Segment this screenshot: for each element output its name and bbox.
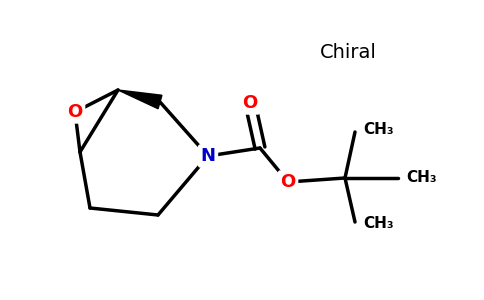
Text: CH₃: CH₃: [406, 170, 437, 185]
Text: CH₃: CH₃: [363, 217, 393, 232]
Text: O: O: [242, 94, 257, 112]
Text: O: O: [280, 173, 296, 191]
Text: CH₃: CH₃: [363, 122, 393, 137]
Polygon shape: [118, 90, 162, 109]
Text: N: N: [200, 147, 215, 165]
Text: O: O: [67, 103, 83, 121]
Text: Chiral: Chiral: [319, 43, 377, 61]
